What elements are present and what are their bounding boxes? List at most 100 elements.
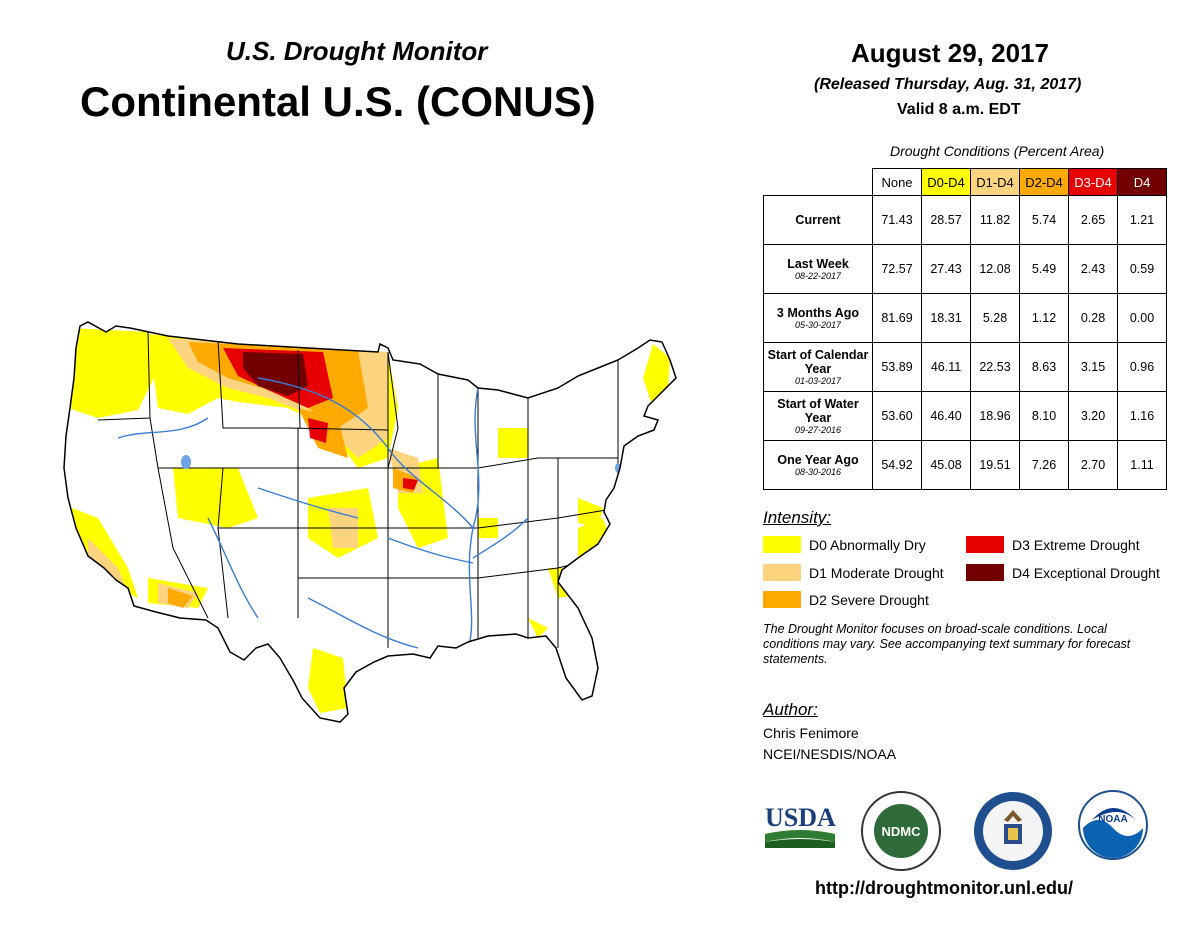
usda-logo-text: USDA <box>765 803 836 832</box>
cell-value: 0.59 <box>1117 244 1167 294</box>
row-label-text: Start of Water Year <box>777 396 859 425</box>
noaa-logo-text: NOAA <box>1098 814 1127 825</box>
author-heading: Author: <box>763 700 818 719</box>
cell-value: 0.00 <box>1117 293 1167 343</box>
legend-swatch <box>966 536 1004 553</box>
cell-value: 2.65 <box>1068 195 1118 245</box>
release-date: (Released Thursday, Aug. 31, 2017) <box>814 76 1082 93</box>
cell-value: 46.40 <box>921 391 971 441</box>
cell-value: 28.57 <box>921 195 971 245</box>
cell-value: 54.92 <box>872 440 922 490</box>
ndmc-logo[interactable]: NDMC <box>860 790 942 872</box>
col-d2-d4: D2-D4 <box>1019 168 1069 196</box>
website-url[interactable]: http://droughtmonitor.unl.edu/ <box>815 878 1073 898</box>
cell-value: 5.49 <box>1019 244 1069 294</box>
cell-value: 71.43 <box>872 195 922 245</box>
col-none: None <box>872 168 922 196</box>
cell-value: 8.10 <box>1019 391 1069 441</box>
cell-value: 8.63 <box>1019 342 1069 392</box>
table-caption: Drought Conditions (Percent Area) <box>890 143 1105 159</box>
row-label-text: Start of Calendar Year <box>767 347 869 376</box>
row-date: 08-30-2016 <box>794 466 842 477</box>
row-label-text: Current <box>795 213 841 227</box>
table-row: Last Week 08-22-2017 72.57 27.43 12.08 5.… <box>763 244 1167 294</box>
row-label-text: One Year Ago <box>777 452 859 467</box>
noaa-logo[interactable]: NOAA <box>1078 790 1148 860</box>
table-corner <box>763 168 873 196</box>
col-d0-d4: D0-D4 <box>921 168 971 196</box>
table-header-row: None D0-D4 D1-D4 D2-D4 D3-D4 D4 <box>763 168 1167 196</box>
cell-value: 3.15 <box>1068 342 1118 392</box>
row-label: Last Week 08-22-2017 <box>763 244 873 294</box>
table-row: 3 Months Ago 05-30-2017 81.69 18.31 5.28 … <box>763 293 1167 343</box>
cell-value: 5.74 <box>1019 195 1069 245</box>
ndmc-logo-text: NDMC <box>882 824 922 839</box>
subtitle: U.S. Drought Monitor <box>226 36 488 66</box>
valid-time: Valid 8 a.m. EDT <box>897 101 1021 118</box>
legend-label: D0 Abnormally Dry <box>809 536 926 553</box>
cell-value: 0.96 <box>1117 342 1167 392</box>
intensity-heading: Intensity: <box>763 508 832 527</box>
cell-value: 22.53 <box>970 342 1020 392</box>
cell-value: 1.16 <box>1117 391 1167 441</box>
cell-value: 27.43 <box>921 244 971 294</box>
table-row: Current 71.43 28.57 11.82 5.74 2.65 1.21 <box>763 195 1167 245</box>
legend-item-d0: D0 Abnormally Dry <box>763 536 926 553</box>
row-label: Current <box>763 195 873 245</box>
row-label: Start of Calendar Year 01-03-2017 <box>763 342 873 392</box>
page-title: Continental U.S. (CONUS) <box>80 78 596 125</box>
commerce-seal-icon <box>974 792 1052 870</box>
cell-value: 18.96 <box>970 391 1020 441</box>
commerce-seal-logo[interactable] <box>972 790 1054 872</box>
row-date: 05-30-2017 <box>794 319 842 330</box>
table-row: One Year Ago 08-30-2016 54.92 45.08 19.51… <box>763 440 1167 490</box>
col-d3-d4: D3-D4 <box>1068 168 1118 196</box>
legend-item-d4: D4 Exceptional Drought <box>966 564 1160 581</box>
drought-map <box>63 321 677 723</box>
cell-value: 3.20 <box>1068 391 1118 441</box>
cell-value: 1.11 <box>1117 440 1167 490</box>
cell-value: 46.11 <box>921 342 971 392</box>
cell-value: 0.28 <box>1068 293 1118 343</box>
cell-value: 12.08 <box>970 244 1020 294</box>
legend-item-d1: D1 Moderate Drought <box>763 564 944 581</box>
legend-swatch <box>763 591 801 608</box>
legend-swatch <box>966 564 1004 581</box>
cell-value: 5.28 <box>970 293 1020 343</box>
cell-value: 1.21 <box>1117 195 1167 245</box>
drought-conditions-table: None D0-D4 D1-D4 D2-D4 D3-D4 D4 Current … <box>763 168 1167 490</box>
legend-item-d2: D2 Severe Drought <box>763 591 929 608</box>
disclaimer-note: The Drought Monitor focuses on broad-sca… <box>763 622 1131 666</box>
cell-value: 19.51 <box>970 440 1020 490</box>
cell-value: 18.31 <box>921 293 971 343</box>
row-label: Start of Water Year 09-27-2016 <box>763 391 873 441</box>
row-label: One Year Ago 08-30-2016 <box>763 440 873 490</box>
legend-label: D3 Extreme Drought <box>1012 536 1140 553</box>
legend-label: D4 Exceptional Drought <box>1012 564 1160 581</box>
cell-value: 7.26 <box>1019 440 1069 490</box>
table-row: Start of Water Year 09-27-2016 53.60 46.4… <box>763 391 1167 441</box>
cell-value: 53.89 <box>872 342 922 392</box>
cell-value: 1.12 <box>1019 293 1069 343</box>
row-date: 09-27-2016 <box>794 424 842 435</box>
legend-swatch <box>763 536 801 553</box>
legend-label: D2 Severe Drought <box>809 591 929 608</box>
col-d1-d4: D1-D4 <box>970 168 1020 196</box>
row-label-text: 3 Months Ago <box>776 305 860 320</box>
cell-value: 72.57 <box>872 244 922 294</box>
col-d4: D4 <box>1117 168 1167 196</box>
row-label-text: Last Week <box>787 256 849 271</box>
usda-logo[interactable]: USDA <box>763 800 837 852</box>
cell-value: 53.60 <box>872 391 922 441</box>
cell-value: 81.69 <box>872 293 922 343</box>
author-org: NCEI/NESDIS/NOAA <box>763 746 897 762</box>
row-date: 01-03-2017 <box>794 375 842 386</box>
legend-swatch <box>763 564 801 581</box>
row-label: 3 Months Ago 05-30-2017 <box>763 293 873 343</box>
ndmc-logo-icon: NDMC <box>861 791 941 871</box>
cell-value: 2.70 <box>1068 440 1118 490</box>
legend-label: D1 Moderate Drought <box>809 564 944 581</box>
usda-logo-icon: USDA <box>765 803 836 848</box>
table-row: Start of Calendar Year 01-03-2017 53.89 4… <box>763 342 1167 392</box>
row-date: 08-22-2017 <box>794 270 842 281</box>
